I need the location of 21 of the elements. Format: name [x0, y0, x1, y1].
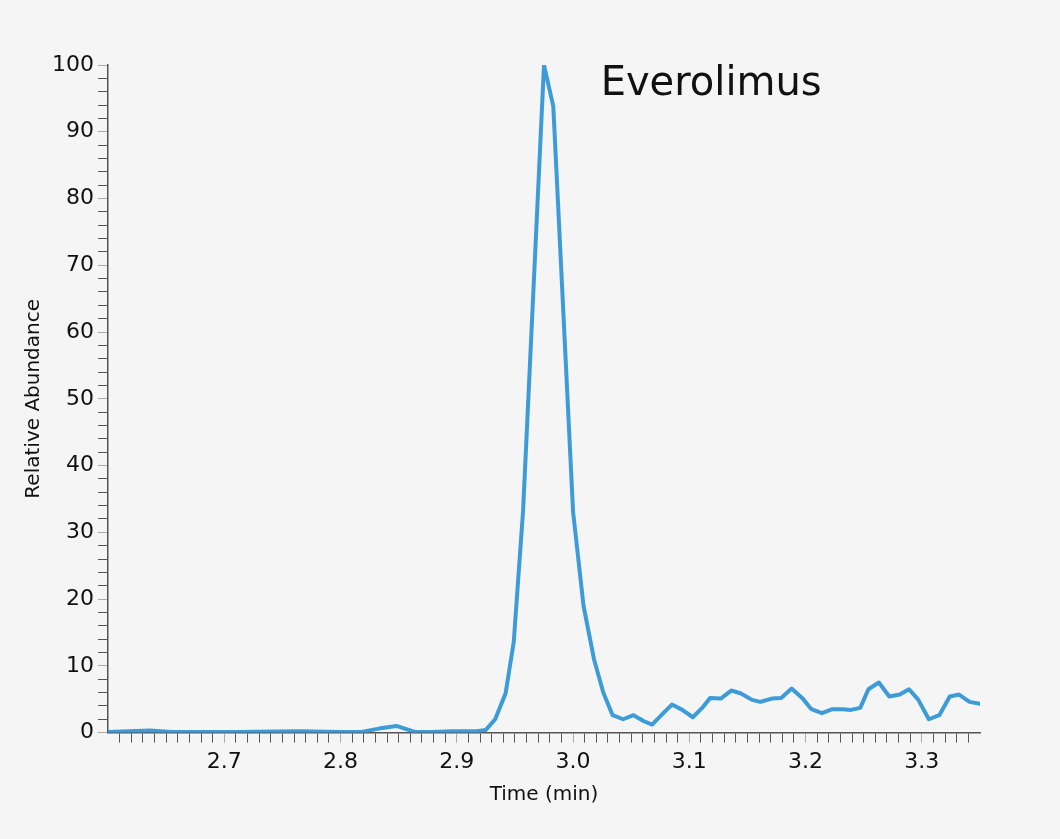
y-tick-label: 60 [65, 317, 94, 343]
x-tick-label: 3.2 [788, 747, 824, 773]
y-tick-label: 30 [65, 518, 94, 544]
y-tick-label: 100 [51, 50, 94, 76]
y-tick-label: 50 [65, 384, 94, 410]
x-tick-label: 3.0 [555, 747, 591, 773]
x-tick-label: 2.7 [206, 747, 242, 773]
y-tick-label: 10 [65, 651, 94, 677]
y-tick-label: 0 [79, 718, 94, 744]
chart-title: Everolimus [600, 58, 822, 105]
x-tick-label: 3.1 [671, 747, 707, 773]
x-axis-title: Time (min) [488, 781, 599, 806]
y-tick-label: 80 [65, 184, 94, 210]
x-tick-label: 2.8 [323, 747, 359, 773]
y-tick-label: 40 [65, 451, 94, 477]
x-tick-label: 2.9 [439, 747, 475, 773]
y-tick-label: 90 [65, 117, 94, 143]
y-tick-label: 20 [65, 584, 94, 610]
y-axis-title: Relative Abundance [20, 298, 45, 499]
x-tick-label: 3.3 [904, 747, 940, 773]
y-tick-label: 70 [65, 251, 94, 276]
